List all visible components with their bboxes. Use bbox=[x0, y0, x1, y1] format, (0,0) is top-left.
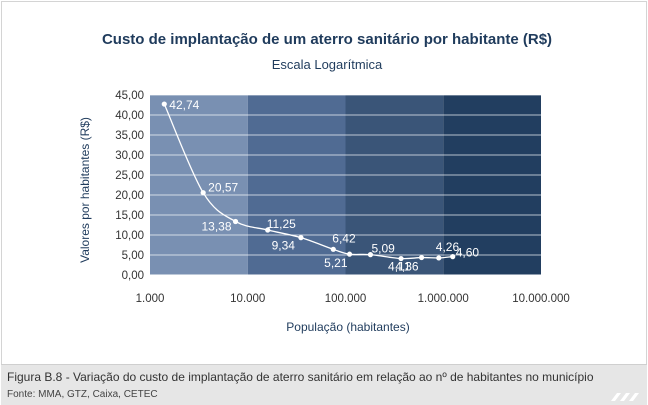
y-tick-label: 35,00 bbox=[115, 130, 144, 142]
x-tick-label: 1.000 bbox=[136, 293, 165, 305]
data-point bbox=[418, 254, 425, 261]
figure-caption: Figura B.8 - Variação do custo de implan… bbox=[1, 364, 647, 405]
data-label: 13,38 bbox=[202, 219, 232, 233]
data-point bbox=[367, 252, 374, 258]
plot-background bbox=[150, 95, 541, 275]
data-point bbox=[200, 190, 206, 196]
caption-text: Figura B.8 - Variação do custo de implan… bbox=[7, 370, 594, 384]
data-point bbox=[346, 251, 353, 257]
y-tick-label: 45,00 bbox=[115, 90, 144, 102]
y-tick-label: 0,00 bbox=[122, 270, 144, 282]
data-point bbox=[436, 255, 442, 261]
chart-title: Custo de implantação de um aterro sanitá… bbox=[102, 31, 552, 48]
data-points bbox=[161, 101, 456, 262]
x-axis-label: População (habitantes) bbox=[286, 320, 409, 334]
data-label: 4,26 bbox=[436, 240, 460, 254]
caption-source: Fonte: MMA, GTZ, Caixa, CETEC bbox=[7, 389, 158, 400]
data-label: 42,74 bbox=[169, 98, 199, 112]
data-label: 5,21 bbox=[324, 256, 348, 270]
data-label: 9,34 bbox=[272, 239, 296, 253]
data-point bbox=[265, 227, 271, 233]
chart-subtitle: Escala Logarítmica bbox=[272, 57, 383, 72]
chart: Custo de implantação de um aterro sanitá… bbox=[78, 31, 570, 334]
data-label: 4,11 bbox=[388, 260, 411, 274]
y-axis-label: Valores por habitantes (R$) bbox=[78, 117, 92, 263]
decade-band bbox=[345, 95, 444, 275]
x-tick-label: 100.000 bbox=[325, 293, 367, 305]
data-point bbox=[398, 255, 404, 262]
y-tick-label: 20,00 bbox=[115, 190, 144, 202]
y-tick-label: 25,00 bbox=[115, 170, 144, 182]
data-labels: 42,74 20,57 13,38 11,25 9,34 6,42 5,21 5,09 4,11… bbox=[169, 98, 479, 274]
x-axis: 1.000 10.000 100.000 1.000.000 10.000.000 bbox=[136, 293, 570, 305]
grid-lines bbox=[150, 94, 541, 276]
data-label: 5,09 bbox=[371, 242, 395, 256]
data-point bbox=[450, 254, 456, 260]
y-tick-label: 10,00 bbox=[115, 230, 144, 242]
data-point bbox=[232, 218, 239, 225]
data-label: 20,57 bbox=[208, 181, 238, 195]
data-label: 11,25 bbox=[267, 217, 296, 231]
y-tick-label: 5,00 bbox=[122, 250, 144, 262]
data-point bbox=[330, 246, 336, 252]
data-label: 4,60 bbox=[456, 246, 480, 260]
decade-band bbox=[247, 95, 346, 275]
x-tick-label: 1.000.000 bbox=[418, 293, 469, 305]
x-tick-label: 10.000.000 bbox=[512, 293, 570, 305]
decade-band bbox=[443, 95, 541, 275]
data-label: 4,36 bbox=[395, 260, 419, 274]
decorative-corner-icon bbox=[611, 393, 639, 401]
y-tick-label: 15,00 bbox=[115, 210, 144, 222]
y-tick-label: 40,00 bbox=[115, 110, 144, 122]
y-axis: 0,00 5,00 10,00 15,00 20,00 25,00 30,00 35,00 40… bbox=[115, 90, 144, 282]
x-tick-label: 10.000 bbox=[230, 293, 265, 305]
data-point bbox=[298, 235, 304, 241]
y-tick-label: 30,00 bbox=[115, 150, 144, 162]
data-point bbox=[161, 101, 167, 107]
data-label: 6,42 bbox=[332, 231, 356, 245]
